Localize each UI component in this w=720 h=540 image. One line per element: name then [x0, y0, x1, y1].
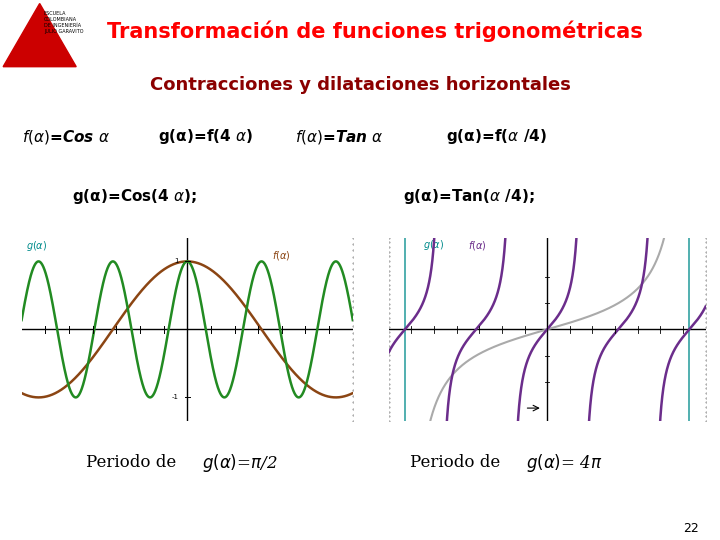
- Text: Transformación de funciones trigonométricas: Transformación de funciones trigonométri…: [107, 21, 642, 42]
- Text: $g(\alpha)$: $g(\alpha)$: [27, 239, 48, 253]
- Text: -1: -1: [171, 394, 179, 400]
- Text: $f(\alpha)$: $f(\alpha)$: [272, 248, 291, 261]
- Text: 22: 22: [683, 522, 698, 535]
- Text: $\mathbf{g(\alpha)}$=Cos(4 $\alpha$);: $\mathbf{g(\alpha)}$=Cos(4 $\alpha$);: [72, 187, 197, 206]
- Text: ESCUELA
COLOMBIANA
DE INGENIERÍA
JULIO GARAVITO: ESCUELA COLOMBIANA DE INGENIERÍA JULIO G…: [44, 11, 84, 33]
- Text: $f(\alpha)$=Tan $\alpha$: $f(\alpha)$=Tan $\alpha$: [295, 127, 384, 145]
- Text: $\mathbf{g(\alpha)}$=f($\alpha$ /4): $\mathbf{g(\alpha)}$=f($\alpha$ /4): [446, 127, 547, 146]
- Text: $g(\alpha)$=$\pi$/2: $g(\alpha)$=$\pi$/2: [202, 452, 277, 474]
- Text: $g(\alpha)$: $g(\alpha)$: [423, 238, 444, 252]
- Text: $f(\alpha)$=Cos $\alpha$: $f(\alpha)$=Cos $\alpha$: [22, 127, 109, 145]
- Text: $\mathbf{g(\alpha)}$=Tan($\alpha$ /4);: $\mathbf{g(\alpha)}$=Tan($\alpha$ /4);: [403, 187, 535, 206]
- Text: $g(\alpha)$= 4$\pi$: $g(\alpha)$= 4$\pi$: [526, 452, 602, 474]
- Text: Periodo de: Periodo de: [86, 454, 182, 471]
- Polygon shape: [3, 3, 76, 66]
- Text: Contracciones y dilataciones horizontales: Contracciones y dilataciones horizontale…: [150, 76, 570, 94]
- Text: 1: 1: [174, 259, 179, 265]
- Text: $\mathbf{g(α)}$=f(4 $\alpha$): $\mathbf{g(α)}$=f(4 $\alpha$): [158, 127, 253, 146]
- Text: $f(\alpha)$: $f(\alpha)$: [468, 239, 487, 252]
- Text: Periodo de: Periodo de: [410, 454, 506, 471]
